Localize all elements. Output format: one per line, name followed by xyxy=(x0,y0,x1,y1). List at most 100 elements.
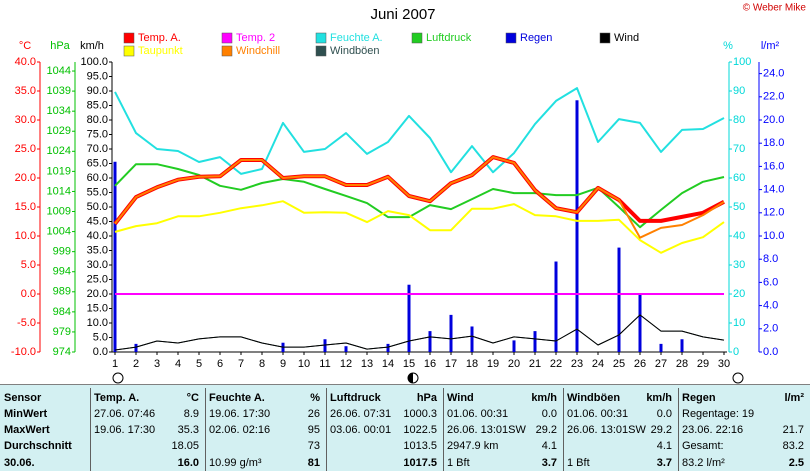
y-tick-label: 20 xyxy=(733,288,745,300)
x-tick-label: 22 xyxy=(550,358,562,370)
y-tick-label: 4.0 xyxy=(763,300,778,312)
rain-bar xyxy=(533,331,537,352)
y-tick-label: 0.0 xyxy=(93,346,108,358)
table-cell: 81 xyxy=(308,457,320,469)
x-tick-label: 29 xyxy=(697,358,709,370)
y-tick-label: 20.0 xyxy=(763,114,784,126)
table-cell: 16.0 xyxy=(178,457,199,469)
y-tick-label: 80.0 xyxy=(87,114,108,126)
y-tick-label: 14.0 xyxy=(763,184,784,196)
rain-bar xyxy=(554,261,558,352)
legend-label: Temp. 2 xyxy=(236,32,275,44)
credit: © Weber Mike xyxy=(743,3,807,14)
table-cell: 19.06. 17:30 xyxy=(209,408,270,420)
x-tick-label: 2 xyxy=(133,358,139,370)
x-tick-label: 24 xyxy=(592,358,604,370)
row-label: 30.06. xyxy=(4,457,35,469)
y-tick-label: 1019 xyxy=(47,165,71,177)
y-tick-label: 50.0 xyxy=(87,201,108,213)
moon-icon xyxy=(112,372,124,384)
y-tick-label: 1029 xyxy=(47,125,71,137)
y-tick-label: 1044 xyxy=(47,65,71,77)
legend-swatch xyxy=(123,45,135,57)
table-cell: 02.06. 02:16 xyxy=(209,424,270,436)
table-cell: 2.5 xyxy=(789,457,804,469)
table-cell: % xyxy=(310,392,320,404)
legend-swatch xyxy=(123,32,135,44)
y-tick-label: 1004 xyxy=(47,225,71,237)
row-label: Durchschnitt xyxy=(4,440,72,452)
y-tick-label: 60 xyxy=(733,172,745,184)
y-tick-label: 0 xyxy=(733,346,739,358)
y-tick-label: 22.0 xyxy=(763,91,784,103)
y-tick-label: 5.0 xyxy=(21,259,36,271)
y-tick-label: 75.0 xyxy=(87,128,108,140)
y-tick-label: 95.0 xyxy=(87,70,108,82)
x-tick-label: 19 xyxy=(487,358,499,370)
table-cell: km/h xyxy=(646,392,672,404)
moon-icon xyxy=(408,373,413,383)
table-cell: 4.1 xyxy=(542,440,557,452)
rain-bar xyxy=(428,331,432,352)
table-cell: Wind xyxy=(447,392,474,404)
y-tick-label: 60.0 xyxy=(87,172,108,184)
table-cell: 10.99 g/m³ xyxy=(209,457,262,469)
y-tick-label: 989 xyxy=(53,286,71,298)
legend-swatch xyxy=(505,32,517,44)
y-tick-label: 0.0 xyxy=(763,346,778,358)
y-tick-label: 12.0 xyxy=(763,207,784,219)
y-tick-label: 994 xyxy=(53,266,71,278)
series-line xyxy=(114,156,725,239)
y-tick-label: 40.0 xyxy=(15,56,36,68)
table-cell: 03.06. 00:01 xyxy=(330,424,391,436)
table-cell: 26.06. 07:31 xyxy=(330,408,391,420)
y-tick-label: 40 xyxy=(733,230,745,242)
table-cell: Feuchte A. xyxy=(209,392,265,404)
axis-title: hPa xyxy=(50,40,70,52)
table-cell: 2947.9 km xyxy=(447,440,498,452)
y-tick-label: 20.0 xyxy=(15,172,36,184)
y-tick-label: 15.0 xyxy=(15,201,36,213)
y-tick-label: 30.0 xyxy=(15,114,36,126)
y-tick-label: 2.0 xyxy=(763,323,778,335)
rain-bar xyxy=(680,339,684,352)
y-tick-label: 100 xyxy=(733,56,751,68)
y-tick-label: 974 xyxy=(53,346,71,358)
y-tick-label: 5.0 xyxy=(93,331,108,343)
table-cell: 1013.5 xyxy=(403,440,437,452)
y-tick-label: 0.0 xyxy=(21,288,36,300)
legend-label: Windböen xyxy=(330,45,380,57)
x-tick-label: 17 xyxy=(445,358,457,370)
x-tick-label: 11 xyxy=(319,358,330,370)
y-tick-label: 35.0 xyxy=(87,244,108,256)
x-tick-label: 1 xyxy=(112,358,118,370)
rain-bar xyxy=(407,284,411,352)
x-tick-label: 14 xyxy=(382,358,394,370)
axis-title: l/m² xyxy=(761,40,780,52)
series-line xyxy=(114,314,725,351)
y-tick-label: 15.0 xyxy=(87,302,108,314)
table-cell: 83.2 xyxy=(783,440,804,452)
y-tick-label: 20.0 xyxy=(87,288,108,300)
x-tick-label: 13 xyxy=(361,358,373,370)
legend-swatch xyxy=(599,32,611,44)
y-tick-label: 55.0 xyxy=(87,186,108,198)
y-tick-label: 25.0 xyxy=(87,273,108,285)
y-tick-label: 18.0 xyxy=(763,137,784,149)
x-tick-label: 15 xyxy=(403,358,415,370)
table-cell: 19.06. 17:30 xyxy=(94,424,155,436)
x-tick-label: 21 xyxy=(529,358,541,370)
table-cell: 0.0 xyxy=(657,408,672,420)
moon-icon xyxy=(732,372,744,384)
legend-label: Temp. A. xyxy=(138,32,181,44)
table-cell: Luftdruck xyxy=(330,392,382,404)
x-tick-label: 16 xyxy=(424,358,436,370)
x-tick-label: 6 xyxy=(217,358,223,370)
legend-swatch xyxy=(221,32,233,44)
series-line xyxy=(114,163,725,229)
axis-title: km/h xyxy=(80,40,104,52)
table-cell: Windböen xyxy=(567,392,620,404)
legend-label: Luftdruck xyxy=(426,32,472,44)
rain-bar xyxy=(113,161,117,352)
